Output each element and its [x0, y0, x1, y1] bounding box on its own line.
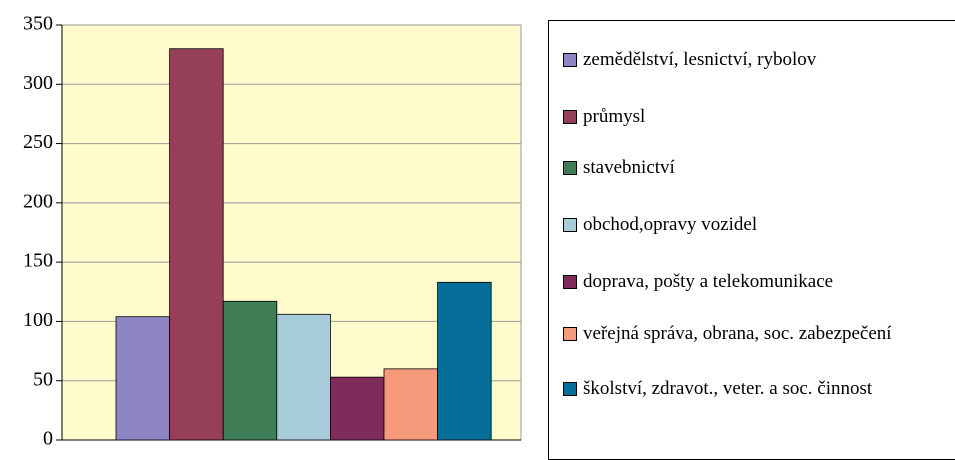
legend-entry: průmysl — [563, 106, 645, 128]
y-tick-label: 50 — [33, 368, 53, 390]
legend-swatch — [563, 327, 577, 341]
y-tick-label: 300 — [23, 72, 53, 94]
legend-label: veřejná správa, obrana, soc. zabezpečení — [583, 323, 892, 344]
bar — [329, 376, 385, 441]
legend-entry: doprava, pošty a telekomunikace — [563, 271, 833, 293]
bar — [383, 368, 438, 441]
y-tick-label: 350 — [23, 13, 53, 35]
legend-entry: zemědělství, lesnictví, rybolov — [563, 49, 816, 71]
y-tick-label: 250 — [23, 131, 53, 153]
legend-swatch — [563, 161, 577, 175]
legend-entry: obchod,opravy vozidel — [563, 214, 757, 236]
legend-swatch — [563, 218, 577, 232]
legend-entry: veřejná správa, obrana, soc. zabezpečení — [563, 323, 903, 345]
legend-entry: školství, zdravot., veter. a soc. činnos… — [563, 378, 903, 400]
bar — [222, 300, 278, 441]
legend: zemědělství, lesnictví, rybolov průmysl st… — [548, 20, 955, 460]
y-tick-label: 100 — [23, 309, 53, 331]
y-tick-label: 0 — [43, 428, 53, 446]
legend-label: stavebnictví — [583, 157, 675, 178]
bar — [115, 316, 170, 441]
legend-label: průmysl — [583, 106, 646, 127]
legend-label: školství, zdravot., veter. a soc. činnos… — [583, 378, 873, 399]
legend-label: obchod,opravy vozidel — [583, 214, 758, 235]
legend-label: zemědělství, lesnictví, rybolov — [583, 49, 817, 70]
bar — [276, 313, 331, 441]
legend-swatch — [563, 275, 577, 289]
legend-swatch — [563, 382, 577, 396]
y-tick-label: 150 — [23, 250, 53, 272]
legend-label: doprava, pošty a telekomunikace — [583, 271, 834, 292]
bar — [437, 281, 492, 441]
legend-swatch — [563, 110, 577, 124]
legend-entry: stavebnictví — [563, 157, 675, 179]
chart: 0 50 100 150 200 250 300 350 — [23, 13, 522, 446]
legend-swatch — [563, 53, 577, 67]
bar — [169, 48, 224, 441]
y-tick-label: 200 — [23, 190, 53, 212]
page: 0 50 100 150 200 250 300 350 zemědělství, lesni… — [23, 12, 955, 460]
